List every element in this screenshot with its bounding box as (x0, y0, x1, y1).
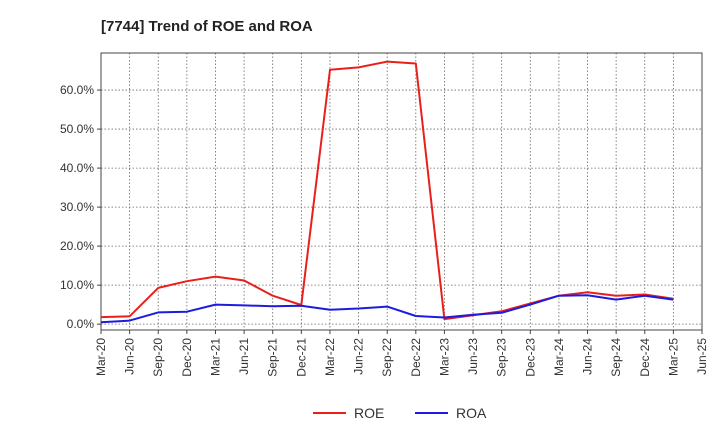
x-tick-label: Sep-22 (380, 338, 394, 377)
legend-label-roe: ROE (354, 405, 384, 421)
x-tick-label: Mar-21 (208, 338, 222, 376)
y-tick-label: 20.0% (60, 239, 94, 253)
x-tick-label: Dec-21 (294, 338, 308, 377)
chart-title: [7744] Trend of ROE and ROA (101, 18, 313, 35)
x-tick-label: Sep-21 (266, 338, 280, 377)
x-tick-label: Dec-22 (409, 338, 423, 377)
series-line-roe (100, 60, 674, 321)
x-axis: Mar-20 Jun-20 Sep-20 Dec-20 Mar-21 Jun-21 Sep-… (94, 330, 709, 377)
y-tick-label: 30.0% (60, 200, 94, 214)
x-tick-label: Jun-22 (352, 338, 366, 375)
x-tick-label: Jun-20 (123, 338, 137, 375)
y-tick-label: 0.0% (67, 317, 95, 331)
x-tick-label: Dec-23 (523, 338, 537, 377)
series-lines (100, 60, 674, 324)
y-tick-label: 40.0% (60, 161, 94, 175)
y-tick-label: 10.0% (60, 278, 94, 292)
x-tick-label: Jun-25 (695, 338, 709, 375)
x-tick-label: Sep-23 (495, 338, 509, 377)
x-tick-label: Jun-21 (237, 338, 251, 375)
x-tick-label: Mar-25 (666, 338, 680, 376)
x-tick-label: Sep-24 (609, 338, 623, 377)
x-tick-label: Mar-24 (552, 338, 566, 376)
x-tick-label: Mar-23 (437, 338, 451, 376)
grid-lines (101, 53, 702, 330)
plot-frame (100, 52, 703, 331)
y-tick-label: 50.0% (60, 122, 94, 136)
x-tick-label: Jun-24 (581, 338, 595, 375)
y-axis: 0.0% 10.0% 20.0% 30.0% 40.0% 50.0% 60.0% (60, 83, 101, 331)
legend-label-roa: ROA (456, 405, 487, 421)
x-tick-label: Mar-20 (94, 338, 108, 376)
series-line-roa (100, 294, 674, 324)
x-tick-label: Jun-23 (466, 338, 480, 375)
legend: ROE ROA (313, 405, 487, 421)
x-tick-label: Dec-24 (638, 338, 652, 377)
x-tick-label: Sep-20 (151, 338, 165, 377)
y-tick-label: 60.0% (60, 83, 94, 97)
x-tick-label: Dec-20 (180, 338, 194, 377)
x-tick-label: Mar-22 (323, 338, 337, 376)
